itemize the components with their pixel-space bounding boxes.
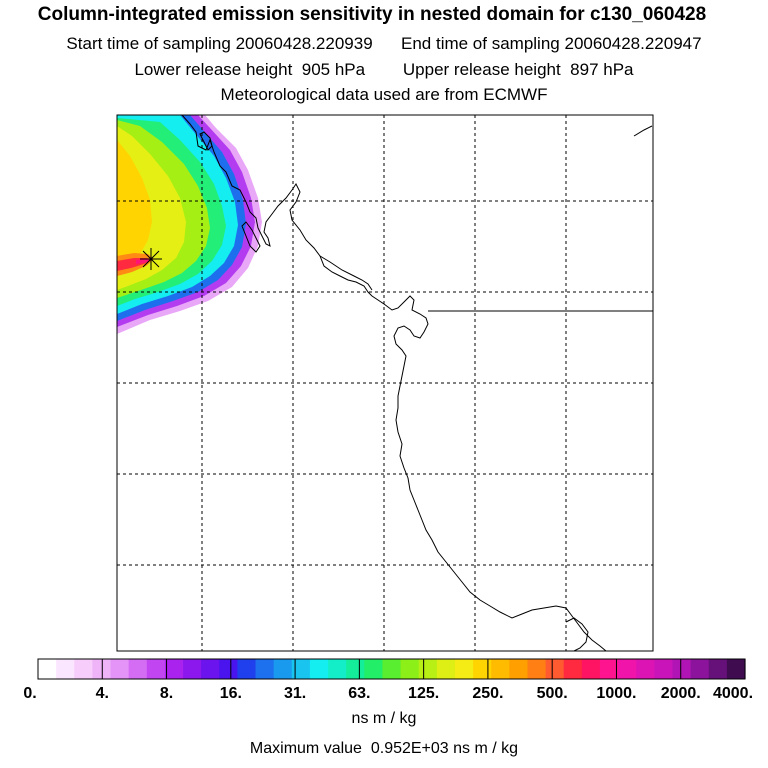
colorbar-cell xyxy=(364,659,384,679)
plot-title: Column-integrated emission sensitivity i… xyxy=(37,4,707,25)
coastline-island xyxy=(241,221,261,253)
colorbar-cell xyxy=(164,659,184,679)
max-value-units: ns m / kg xyxy=(453,740,519,757)
sensitivity-field xyxy=(117,115,262,334)
coastline-bay xyxy=(319,255,373,291)
colorbar-cell xyxy=(56,659,75,679)
end-label: End time of sampling xyxy=(401,34,560,53)
colorbar-tick-label: 16. xyxy=(219,685,242,702)
sampling-times: Start time of sampling 20060428.220939 E… xyxy=(0,34,768,54)
colorbar-cell xyxy=(636,659,655,679)
colorbar-frame xyxy=(37,658,746,680)
colorbar-tick-label: 4. xyxy=(95,685,109,702)
coastlines xyxy=(181,115,653,651)
colorbar-cell xyxy=(183,659,202,679)
colorbar xyxy=(38,659,746,679)
colorbar-cell xyxy=(219,659,239,679)
colorbar-cell xyxy=(690,659,710,679)
colorbar-cell xyxy=(545,659,565,679)
colorbar-tick-label: 63. xyxy=(348,685,371,702)
colorbar-cell xyxy=(74,659,93,679)
colorbar-cell xyxy=(418,659,438,679)
colorbar-cell xyxy=(255,659,275,679)
colorbar-units: ns m / kg xyxy=(351,710,417,727)
field-contour-level-11 xyxy=(136,259,150,264)
colorbar-cell xyxy=(509,659,529,679)
max-value-line: Maximum value 0.952E+03 ns m / kg xyxy=(0,740,768,758)
coastline-east-island xyxy=(633,125,653,137)
colorbar-cell xyxy=(92,659,112,679)
colorbar-cell xyxy=(672,659,692,679)
lower-label: Lower release height xyxy=(134,60,293,79)
colorbar-cell xyxy=(599,659,619,679)
colorbar-cell xyxy=(708,659,728,679)
max-value-number: 0.952E+03 xyxy=(370,740,449,757)
colorbar-tick-label: 4000. xyxy=(712,685,754,702)
colorbar-tick-label: 0. xyxy=(23,685,37,702)
colorbar-tick-label: 500. xyxy=(536,685,568,702)
release-heights: Lower release height 905 hPa Upper relea… xyxy=(0,60,768,80)
field-contour-level-8 xyxy=(117,140,152,270)
colorbar-cell xyxy=(110,659,130,679)
colorbar-cell xyxy=(237,659,257,679)
colorbar-cell xyxy=(436,659,456,679)
colorbar-tick-label: 8. xyxy=(159,685,174,702)
max-value-label: Maximum value xyxy=(249,740,362,757)
release-point-marker xyxy=(140,248,162,270)
colorbar-cell xyxy=(291,659,311,679)
end-value: 20060428.220947 xyxy=(564,34,702,53)
coastline-south xyxy=(565,617,589,651)
colorbar-cell xyxy=(309,659,329,679)
start-value: 20060428.220939 xyxy=(235,34,373,53)
colorbar-cell xyxy=(346,659,365,679)
upper-label: Upper release height xyxy=(402,60,561,79)
met-data-line: Meteorological data used are from ECMWF xyxy=(220,85,548,104)
start-label: Start time of sampling xyxy=(66,34,231,53)
colorbar-cell xyxy=(563,659,583,679)
colorbar-cell xyxy=(128,659,148,679)
coastline-main xyxy=(181,115,607,651)
colorbar-tick-label: 1000. xyxy=(596,685,637,702)
colorbar-tick-label: 31. xyxy=(283,685,307,702)
colorbar-cell xyxy=(38,659,57,679)
colorbar-cell xyxy=(146,659,166,679)
colorbar-tick-label: 250. xyxy=(472,685,504,702)
colorbar-tick-label: 125. xyxy=(408,685,440,702)
colorbar-cell xyxy=(581,659,601,679)
coastline-peninsula xyxy=(199,131,213,151)
colorbar-tick-label: 2000. xyxy=(660,685,701,702)
colorbar-cell xyxy=(654,659,674,679)
colorbar-cell xyxy=(400,659,420,679)
lower-value: 905 hPa xyxy=(301,60,366,79)
colorbar-cell xyxy=(328,659,347,679)
map-frame xyxy=(116,114,654,652)
colorbar-cell xyxy=(473,659,492,679)
colorbar-cell xyxy=(273,659,293,679)
gridlines xyxy=(117,115,653,651)
colorbar-cell xyxy=(618,659,637,679)
upper-value: 897 hPa xyxy=(570,60,634,79)
colorbar-cell xyxy=(454,659,474,679)
colorbar-cell xyxy=(527,659,547,679)
colorbar-cell xyxy=(382,659,402,679)
colorbar-cell xyxy=(726,659,746,679)
colorbar-cell xyxy=(201,659,220,679)
colorbar-cell xyxy=(491,659,510,679)
